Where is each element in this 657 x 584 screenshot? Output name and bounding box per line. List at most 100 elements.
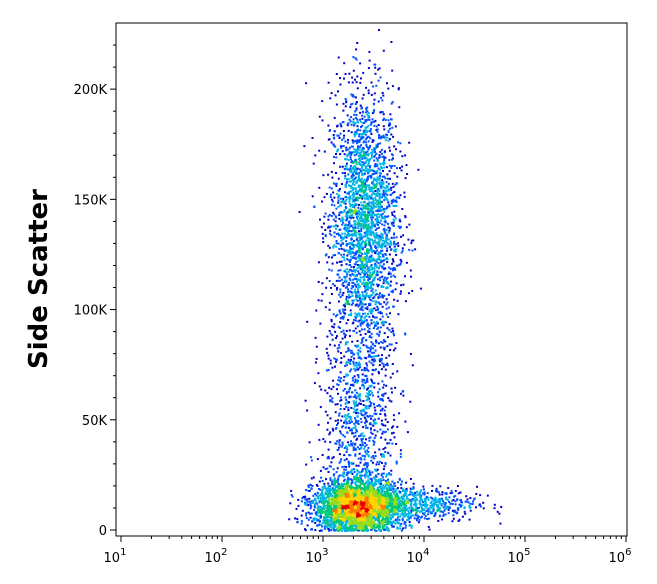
data-point [364,514,367,517]
data-point [343,259,346,262]
data-point [366,204,369,207]
data-point [362,220,365,223]
data-point [326,261,329,264]
data-point [337,199,340,202]
data-point [351,234,354,237]
data-point [354,529,357,532]
data-point [323,196,326,199]
data-point [385,507,388,510]
data-point [380,502,383,505]
data-point [337,506,339,509]
data-point [339,288,342,291]
data-point [364,182,367,185]
data-point [347,235,350,237]
data-point [372,355,375,358]
data-point [366,274,369,277]
data-point [361,293,364,296]
data-point [344,97,347,100]
data-point [318,149,321,152]
data-point [361,97,364,100]
data-point [380,166,383,169]
data-point [364,186,367,189]
data-point [318,509,321,511]
data-point [389,240,392,243]
data-point [379,276,382,279]
data-point [388,122,391,125]
data-point [338,214,341,217]
data-point [399,220,402,223]
data-point [352,151,355,154]
data-point [370,201,373,204]
data-point [380,181,383,184]
data-point [321,486,324,489]
data-point [374,474,377,477]
data-point [318,115,321,118]
data-point [400,290,402,293]
data-point [386,276,389,279]
data-point [368,188,371,191]
data-point [357,184,360,187]
data-point [354,110,357,113]
data-point [354,223,357,226]
data-point [379,206,382,209]
data-point [307,485,310,488]
data-point [399,262,402,265]
data-point [393,219,396,222]
data-point [355,253,358,256]
data-point [395,148,397,151]
data-point [369,145,371,147]
data-point [369,245,372,248]
data-point [365,262,368,265]
data-point [377,278,379,281]
data-point [357,349,360,352]
data-point [356,236,359,239]
data-point [341,138,344,141]
data-point [352,251,355,254]
data-point [386,186,389,188]
data-point [395,199,398,202]
data-point [301,509,304,512]
data-point [363,154,366,157]
data-point [358,480,361,483]
data-point [385,495,387,498]
data-point [355,133,358,136]
data-point [335,227,337,230]
data-point [386,495,389,498]
data-point [377,342,380,345]
data-point [381,265,384,268]
data-point [370,233,373,236]
data-point [361,124,364,127]
data-point [356,101,358,104]
data-point [367,124,370,127]
data-point [358,179,361,182]
data-point [388,323,391,326]
data-point [377,297,380,300]
data-points [288,29,503,532]
data-point [349,205,352,208]
data-point [391,524,393,527]
data-point [385,133,387,136]
data-point [333,497,336,500]
data-point [343,280,346,283]
data-point [335,505,338,508]
data-point [382,282,385,285]
data-point [363,219,366,222]
data-point [352,233,354,236]
data-point [405,226,408,229]
data-point [353,299,355,302]
data-point [365,107,368,110]
data-point [332,211,335,214]
data-point [387,306,390,309]
data-point [397,244,400,247]
data-point [385,187,388,190]
data-point [351,209,354,212]
data-point [350,529,353,532]
data-point [349,260,352,263]
data-point [335,279,338,282]
data-point [341,415,344,418]
data-point [360,215,362,218]
data-point [386,515,389,517]
data-point [339,77,341,80]
data-point [349,216,352,219]
data-point [370,222,373,225]
